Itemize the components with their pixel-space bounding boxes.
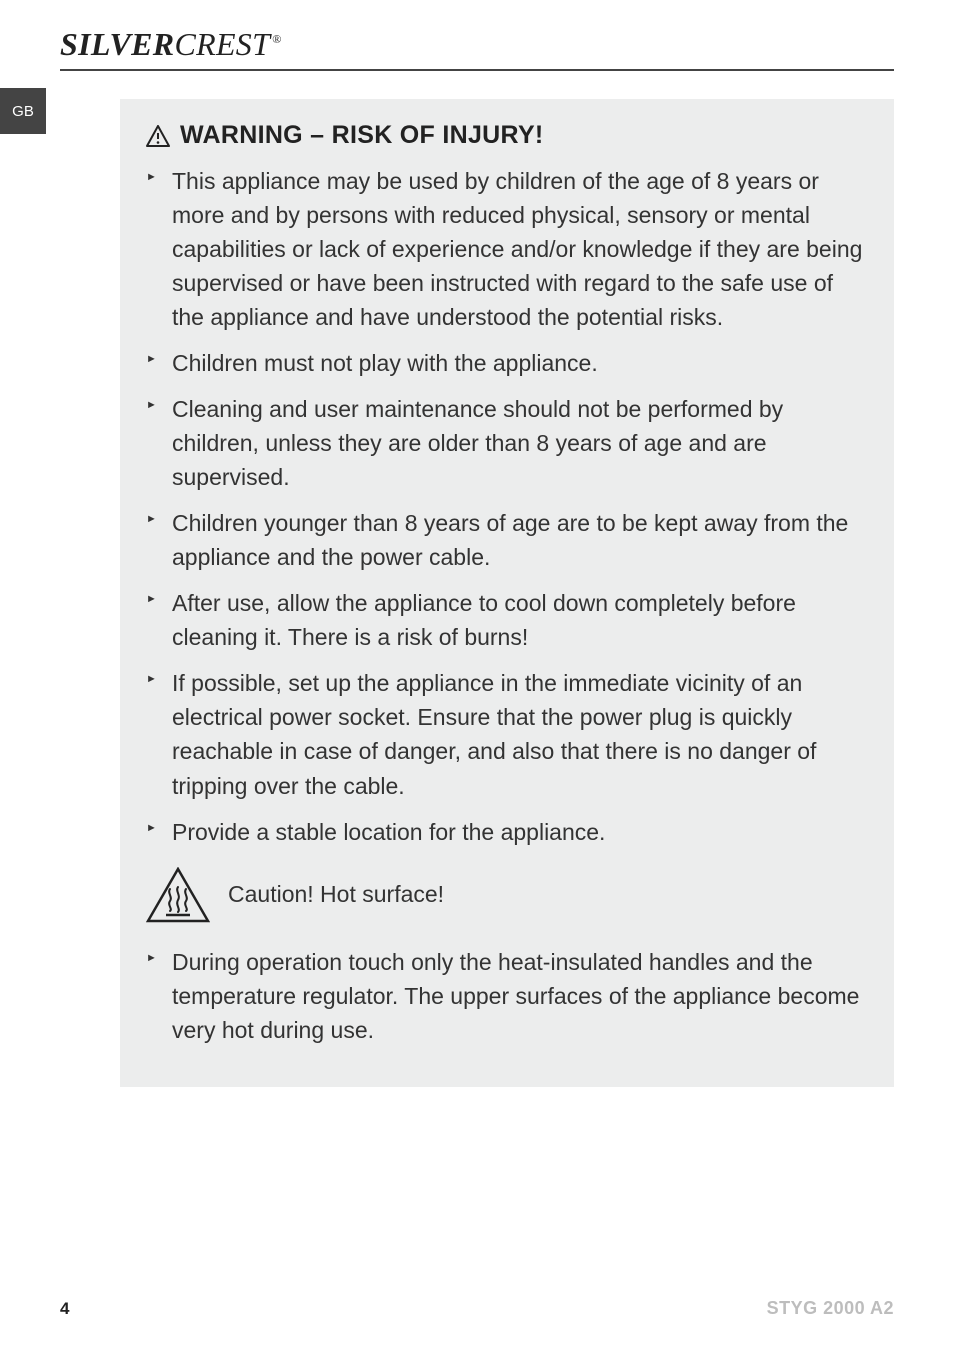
hot-surface-text: Caution! Hot surface! [228, 881, 444, 908]
hot-surface-icon [146, 867, 210, 923]
language-tab: GB [0, 88, 46, 134]
bullet-item: Children must not play with the applianc… [146, 346, 868, 380]
bullet-item: If possible, set up the appliance in the… [146, 666, 868, 802]
brand-header: SILVERCREST® [60, 26, 894, 71]
bullet-item: After use, allow the appliance to cool d… [146, 586, 868, 654]
bullet-item: During operation touch only the heat-ins… [146, 945, 868, 1047]
brand-second: CREST [174, 26, 270, 62]
brand-logo: SILVERCREST® [60, 26, 282, 62]
warning-bullet-list: This appliance may be used by children o… [146, 164, 868, 849]
bullet-item: Provide a stable location for the applia… [146, 815, 868, 849]
bullet-item: Cleaning and user maintenance should not… [146, 392, 868, 494]
warning-heading-text: WARNING – RISK OF INJURY! [180, 121, 544, 150]
language-code: GB [12, 103, 34, 120]
brand-symbol: ® [272, 32, 281, 46]
warning-bullet-list-after: During operation touch only the heat-ins… [146, 945, 868, 1047]
warning-heading: WARNING – RISK OF INJURY! [146, 121, 868, 150]
bullet-item: Children younger than 8 years of age are… [146, 506, 868, 574]
hot-surface-row: Caution! Hot surface! [146, 867, 868, 923]
brand-main: SILVER [60, 26, 174, 62]
bullet-item: This appliance may be used by children o… [146, 164, 868, 334]
page-number: 4 [60, 1299, 69, 1319]
warning-box: WARNING – RISK OF INJURY! This appliance… [120, 99, 894, 1087]
page-footer: 4 STYG 2000 A2 [60, 1298, 894, 1319]
page: SILVERCREST® GB WARNING – RISK OF INJURY… [0, 0, 954, 1087]
model-code: STYG 2000 A2 [767, 1298, 894, 1319]
warning-triangle-icon [146, 125, 170, 147]
